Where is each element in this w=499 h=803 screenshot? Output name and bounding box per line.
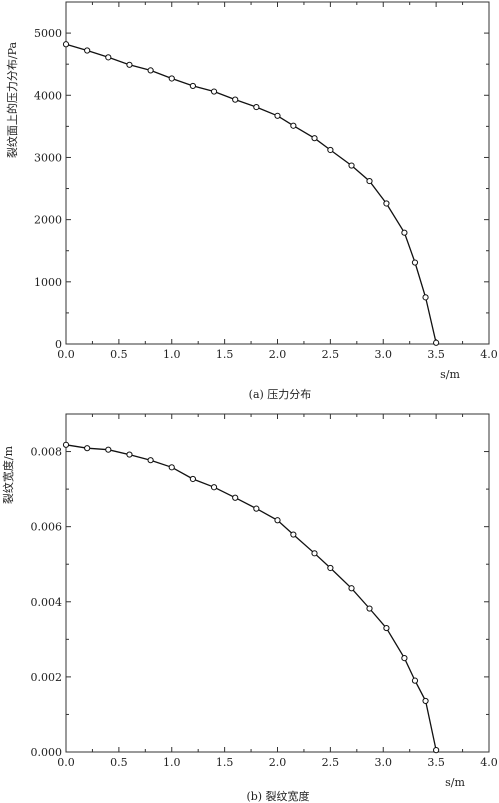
y-tick-label: 5000 [34,27,62,40]
x-tick-label: 4.0 [480,756,498,769]
x-tick-label: 0.5 [110,756,128,769]
x-tick-labels: 0.0 0.5 1.0 1.5 2.0 2.5 3.0 3.5 4.0 [57,348,498,361]
data-point [311,550,318,557]
data-point [84,47,91,54]
x-tick-label: 0.5 [110,348,128,361]
x-tick-label: 1.5 [216,348,234,361]
data-point [126,61,133,68]
tick-marks [65,2,490,345]
data-point [232,96,239,103]
data-point [366,605,373,612]
y-tick-label: 4000 [34,89,62,102]
data-point [290,122,297,129]
plot-frame [65,1,490,345]
x-tick-label: 0.0 [57,756,75,769]
data-point [401,229,408,236]
data-point [253,103,260,111]
data-point [290,531,297,538]
data-point [411,259,419,266]
x-tick-label: 1.0 [163,756,181,769]
x-tick-label: 3.0 [375,756,393,769]
data-point [383,200,390,207]
x-tick-label: 2.0 [269,756,287,769]
data-point [253,505,260,512]
data-point [327,146,334,154]
data-point [401,655,408,662]
data-point [210,88,218,95]
data-point [411,677,419,684]
data-point [105,446,112,453]
data-point [422,697,429,705]
series-line [65,43,437,343]
caption: (b) 裂纹宽度 [246,789,309,803]
data-point [168,75,175,82]
data-point [327,564,334,572]
data-point [168,464,175,471]
y-tick-label: 3000 [34,151,62,164]
y-tick-label: 0.000 [31,746,63,759]
x-axis-label: s/m [445,776,465,789]
y-tick-label: 0 [55,338,62,351]
x-tick-label: 2.5 [322,348,340,361]
data-point [62,441,70,448]
data-point [126,451,133,458]
pressure-series [62,41,440,346]
data-point [433,747,440,754]
x-tick-label: 3.0 [375,348,393,361]
y-tick-label: 1000 [34,276,62,289]
data-point [147,457,154,464]
data-point [274,112,281,119]
data-point [422,294,429,301]
x-tick-label: 1.0 [163,348,181,361]
x-tick-label: 1.5 [216,756,234,769]
data-point [433,339,440,346]
data-point [274,517,281,524]
x-axis-label: s/m [440,368,460,381]
y-tick-labels: 0.000 0.002 0.004 0.006 0.008 [31,446,63,759]
y-tick-label: 0.002 [31,671,63,684]
x-tick-label: 3.5 [427,348,445,361]
data-point [348,162,355,169]
data-point [311,135,318,142]
x-tick-label: 2.0 [269,348,287,361]
x-tick-label: 2.5 [322,756,340,769]
data-point [383,624,390,632]
crack-width-series [62,441,440,754]
data-point [189,82,196,90]
data-point [348,585,355,592]
x-tick-label: 0.0 [57,348,75,361]
data-point [105,54,112,61]
y-axis-label: 裂纹面上的压力分布/Pa [5,41,19,158]
data-point [147,67,154,74]
data-point [232,494,239,501]
y-tick-label: 0.008 [31,446,63,459]
data-point [210,484,218,491]
y-axis-label: 裂纹宽度/m [1,445,15,504]
series-line [65,444,437,751]
data-point [62,41,70,48]
data-point [189,475,196,483]
x-tick-labels: 0.0 0.5 1.0 1.5 2.0 2.5 3.0 3.5 4.0 [57,756,498,769]
x-tick-label: 4.0 [480,348,498,361]
data-point [84,445,91,452]
crack-width-chart: 0.0 0.5 1.0 1.5 2.0 2.5 3.0 3.5 4.0 0.0000.0020.… [1,413,498,803]
pressure-chart: 0.0 0.5 1.0 1.5 2.0 2.5 3.0 3.5 4.0 0 1000 2000 300… [5,1,498,401]
y-tick-label: 2000 [34,214,62,227]
y-tick-label: 0.006 [31,521,63,534]
caption: (a) 压力分布 [249,388,312,401]
data-point [366,177,373,185]
x-tick-label: 3.5 [427,756,445,769]
y-tick-labels: 0 1000 2000 3000 4000 5000 [34,27,62,351]
y-tick-label: 0.004 [31,596,63,609]
